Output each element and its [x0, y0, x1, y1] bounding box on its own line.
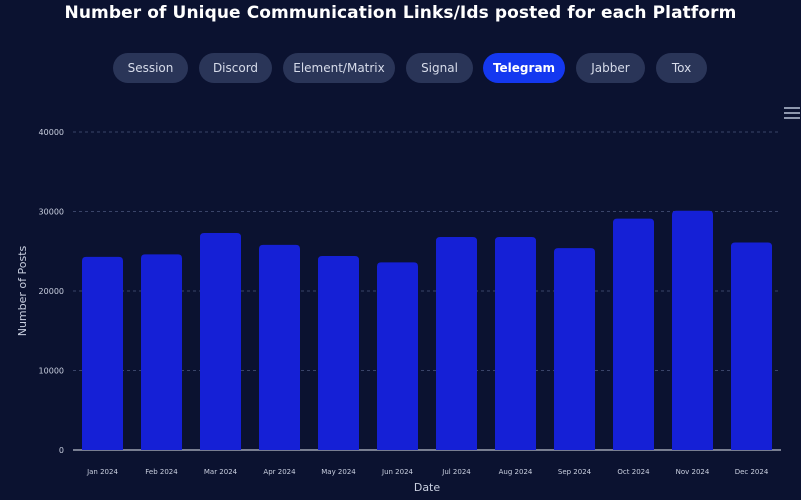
- x-tick-label: Jul 2024: [441, 468, 471, 476]
- bar[interactable]: [318, 256, 359, 450]
- bar[interactable]: [82, 257, 123, 450]
- chart-page: Number of Unique Communication Links/Ids…: [0, 0, 801, 500]
- bar[interactable]: [672, 211, 713, 450]
- x-tick-label: Feb 2024: [145, 468, 178, 476]
- x-tick-label: Oct 2024: [617, 468, 650, 476]
- x-tick-label: Dec 2024: [735, 468, 769, 476]
- x-tick-label: Apr 2024: [263, 468, 296, 476]
- x-tick-label: Jan 2024: [86, 468, 118, 476]
- bar[interactable]: [200, 233, 241, 450]
- y-tick-label: 20000: [39, 287, 64, 296]
- x-axis-title: Date: [414, 481, 441, 494]
- x-tick-label: Mar 2024: [204, 468, 238, 476]
- x-tick-label: Nov 2024: [676, 468, 710, 476]
- bar[interactable]: [141, 254, 182, 450]
- x-tick-label: Sep 2024: [558, 468, 592, 476]
- bar[interactable]: [377, 262, 418, 450]
- bar[interactable]: [731, 243, 772, 450]
- bar-chart: 0 10000 20000 30000 40000 Jan 2024 Feb 2024 Mar…: [0, 0, 801, 500]
- x-tick-label: May 2024: [321, 468, 356, 476]
- bar[interactable]: [554, 248, 595, 450]
- bar[interactable]: [613, 219, 654, 450]
- x-tick-label: Aug 2024: [499, 468, 533, 476]
- x-tick-label: Jun 2024: [381, 468, 414, 476]
- y-axis-title: Number of Posts: [16, 245, 29, 336]
- y-tick-label: 10000: [39, 367, 64, 376]
- bar[interactable]: [495, 237, 536, 450]
- bar[interactable]: [436, 237, 477, 450]
- bar[interactable]: [259, 245, 300, 450]
- y-tick-label: 30000: [39, 208, 64, 217]
- y-tick-label: 0: [59, 446, 64, 455]
- y-tick-label: 40000: [39, 128, 64, 137]
